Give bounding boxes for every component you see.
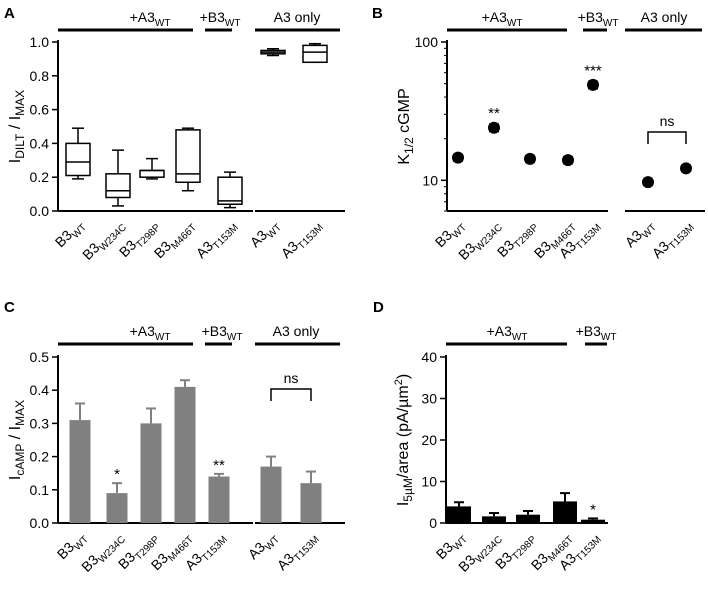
y-tick-label: 10 <box>421 474 437 490</box>
y-tick-label: 0.5 <box>30 349 50 365</box>
x-tick-label: A3WT <box>247 216 284 253</box>
y-tick-label: 1.0 <box>30 34 50 50</box>
y-axis-label: I5µM/area (pA/µm2) <box>393 374 415 506</box>
x-tick-label: B3T298P <box>492 528 539 575</box>
bar <box>174 386 196 523</box>
x-tick-label: B3M466T <box>531 216 579 264</box>
bar <box>300 483 322 523</box>
bar <box>260 466 282 523</box>
y-tick-label: 0.4 <box>30 135 50 151</box>
group-label: A3 only <box>273 323 320 339</box>
y-tick-label: 0.0 <box>30 515 50 531</box>
bar <box>140 423 162 523</box>
y-tick-label: 0.2 <box>30 169 50 185</box>
panel-letter: A <box>4 5 15 22</box>
bar <box>69 420 91 523</box>
bracket-label: ns <box>660 113 675 129</box>
y-tick-label: 0.0 <box>30 203 50 219</box>
x-tick-label: B3T298P <box>494 216 541 263</box>
group-label: +A3WT <box>130 9 171 29</box>
x-tick-label: B3W234C <box>455 216 505 266</box>
group-label: +B3WT <box>200 9 241 29</box>
y-tick-label: 0.3 <box>30 415 50 431</box>
bar <box>482 516 506 523</box>
data-point <box>642 176 654 189</box>
group-label: +A3WT <box>130 323 171 343</box>
group-label: +A3WT <box>482 9 523 29</box>
bar <box>581 519 605 523</box>
group-label: A3 only <box>274 9 321 25</box>
comparison-bracket <box>647 131 687 144</box>
y-tick-label: 10 <box>422 172 438 188</box>
x-tick-label: A3T153M <box>649 216 697 264</box>
bar <box>447 506 471 523</box>
y-tick-label: 20 <box>421 432 437 448</box>
bar <box>553 501 577 523</box>
panel-d: D +A3WT +B3WT 0 10 20 30 40 I5µM/area (pA/µm2) B3… <box>373 299 617 575</box>
bar <box>106 493 128 523</box>
data-point <box>488 121 500 134</box>
group-label: +B3WT <box>576 323 617 343</box>
data-point <box>562 154 574 167</box>
bar <box>208 476 230 523</box>
comparison-bracket <box>270 388 312 401</box>
x-tick-label: B3W234C <box>78 528 128 578</box>
y-tick-label: 40 <box>421 349 437 365</box>
panel-letter: B <box>372 5 383 22</box>
significance-label: *** <box>584 62 602 79</box>
data-point <box>452 151 464 164</box>
y-axis-label: K1/2 cGMP <box>396 88 416 164</box>
significance-label: * <box>590 501 596 518</box>
x-tick-label: A3T153M <box>274 528 322 576</box>
y-axis-label: IDILT / IMAX <box>7 90 27 163</box>
y-tick-label: 0.1 <box>30 482 50 498</box>
y-tick-label: 0.4 <box>30 382 50 398</box>
data-point <box>680 162 692 175</box>
significance-label: * <box>114 466 120 483</box>
group-label: A3 only <box>641 9 688 25</box>
group-label: +A3WT <box>487 323 528 343</box>
y-tick-label: 30 <box>421 391 437 407</box>
y-axis-label: IcAMP / IMAX <box>7 400 27 480</box>
group-label: +B3WT <box>578 9 619 29</box>
data-point <box>587 78 599 91</box>
bar <box>516 514 540 523</box>
y-tick-label: 0.2 <box>30 449 50 465</box>
box <box>65 142 91 177</box>
panel-letter: D <box>373 299 384 316</box>
y-tick-label: 0.6 <box>30 102 50 118</box>
box <box>302 44 328 64</box>
y-tick-label: 0.8 <box>30 68 50 84</box>
bracket-label: ns <box>284 370 299 386</box>
x-tick-label: B3W234C <box>79 216 129 266</box>
panel-a: A +A3WT +B3WT A3 only 0.0 0.2 0.4 0.6 0.8 1.0 IDIL… <box>4 5 345 266</box>
group-label: +B3WT <box>202 323 243 343</box>
significance-label: ** <box>488 105 500 122</box>
data-point <box>524 152 536 165</box>
box <box>105 173 131 199</box>
y-tick-label: 0 <box>429 515 437 531</box>
x-tick-label: A3T153M <box>278 216 326 264</box>
box <box>139 169 165 178</box>
box <box>217 176 243 205</box>
y-tick-label: 100 <box>415 34 439 50</box>
x-tick-label: B3M466T <box>151 216 199 264</box>
panel-letter: C <box>4 299 15 316</box>
significance-label: ** <box>213 457 225 474</box>
panel-c: C +A3WT +B3WT A3 only 0.0 0.1 0.2 0.3 0.4 0.5 IcAM… <box>4 299 345 578</box>
x-tick-label: A3T153M <box>193 216 241 264</box>
